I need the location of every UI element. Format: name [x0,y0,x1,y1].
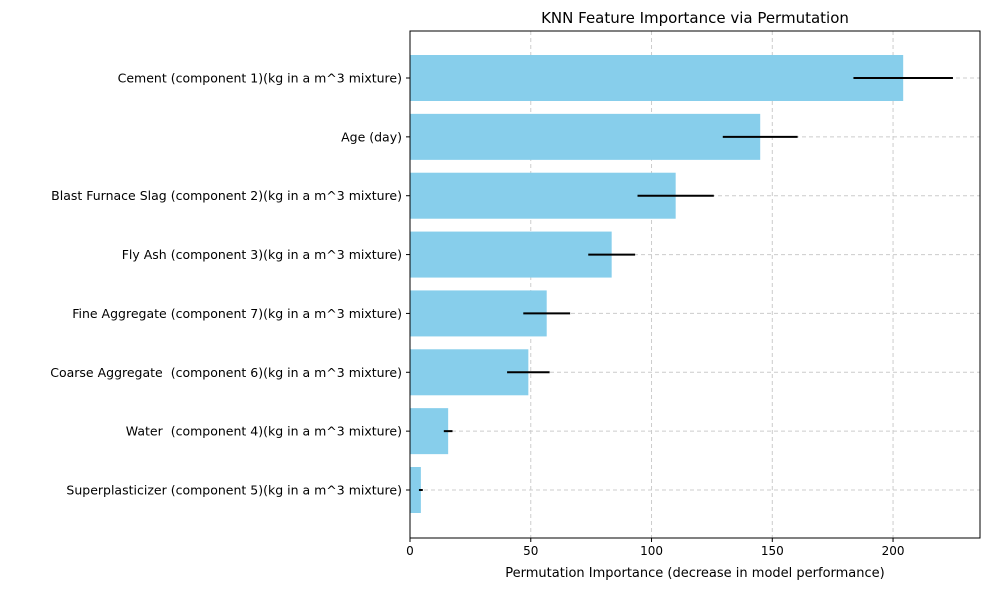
plot-frame [409,30,981,539]
bar [410,172,676,219]
bars [410,55,904,513]
bar [410,55,904,101]
y-tick-label: Coarse Aggregate (component 6)(kg in a m… [50,365,402,380]
x-tick-label: 200 [882,544,905,558]
x-tick-label: 150 [761,544,784,558]
y-tick-label: Superplasticizer (component 5)(kg in a m… [66,483,402,498]
grid [409,31,980,538]
y-tick-label: Fine Aggregate (component 7)(kg in a m^3… [72,306,402,321]
x-tick-label: 100 [640,544,663,558]
x-axis-label: Permutation Importance (decrease in mode… [505,566,884,581]
bar [410,467,421,513]
y-tick-label: Cement (component 1)(kg in a m^3 mixture… [118,71,402,86]
x-tick-label: 50 [523,544,538,558]
y-tick-label: Age (day) [341,129,402,144]
bar [410,231,612,278]
y-tick-label: Water (component 4)(kg in a m^3 mixture) [126,424,402,439]
bar [410,113,761,160]
x-tick-label: 0 [406,544,414,558]
bar [410,408,449,455]
error-bars [418,77,953,491]
chart-title: KNN Feature Importance via Permutation [541,9,849,27]
x-axis-ticks: 0 50 100 150 200 [406,538,905,558]
y-axis-ticks: Cement (component 1)(kg in a m^3 mixture… [50,71,410,498]
y-tick-label: Fly Ash (component 3)(kg in a m^3 mixtur… [122,247,402,262]
y-tick-label: Blast Furnace Slag (component 2)(kg in a… [51,188,402,203]
